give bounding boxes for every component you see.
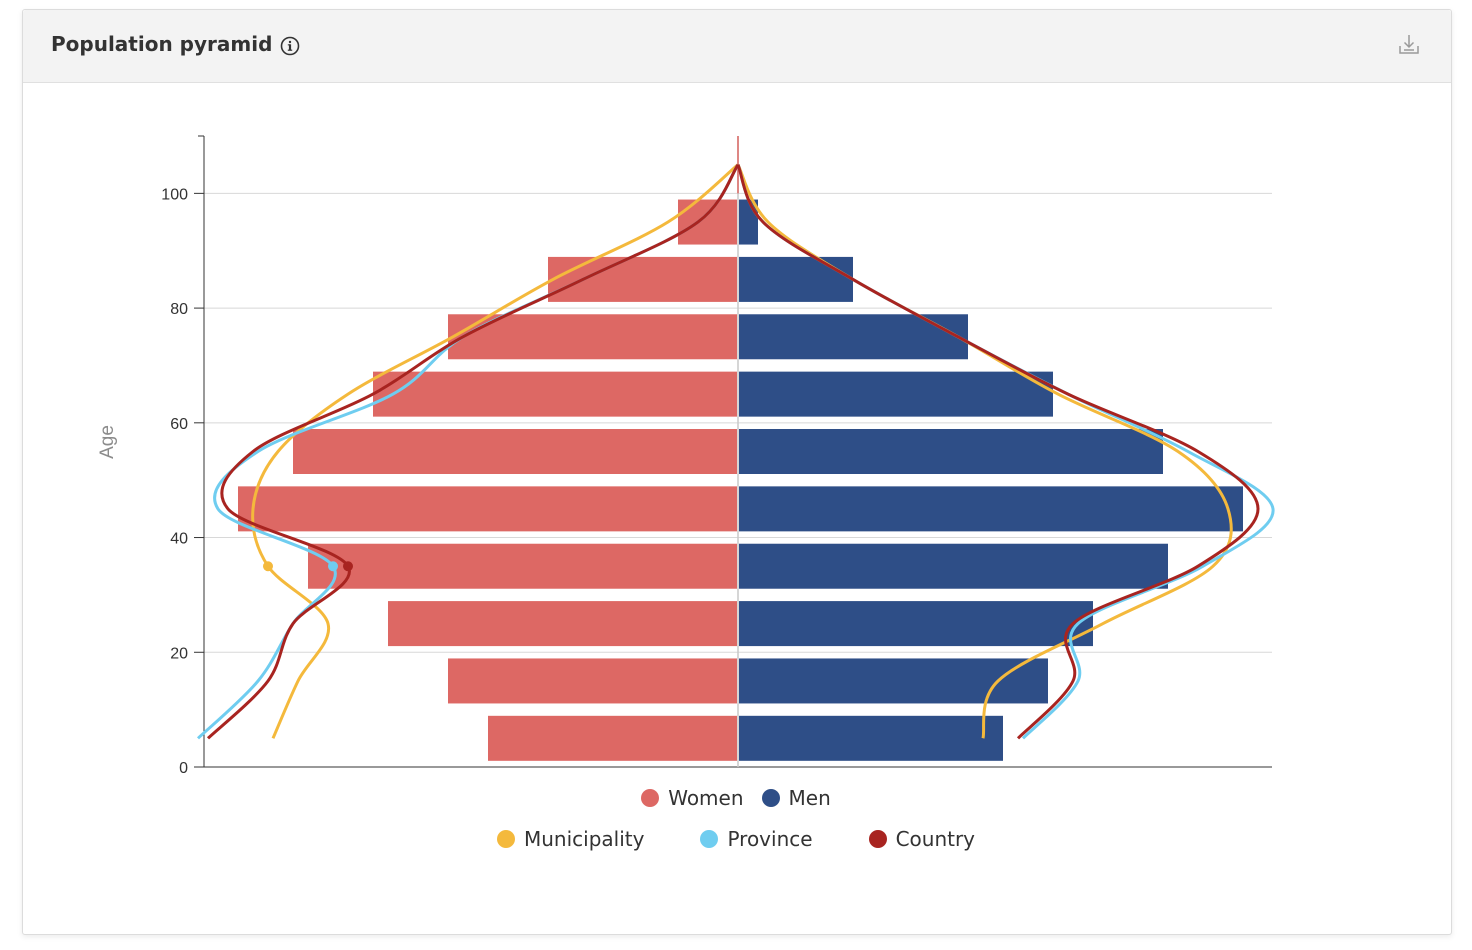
legend-item-municipality[interactable]: Municipality xyxy=(496,827,645,851)
legend-label-municipality: Municipality xyxy=(523,827,645,851)
women-dot xyxy=(641,789,660,807)
legend-item-province[interactable]: Province xyxy=(700,827,813,851)
legend-item-women[interactable]: Women xyxy=(641,786,744,810)
info-circle-icon[interactable] xyxy=(280,36,300,56)
municipality-dot xyxy=(496,830,515,848)
legend-bars: Women Men xyxy=(0,786,1472,810)
legend-lines: Municipality Province Country xyxy=(0,827,1472,851)
men-dot xyxy=(761,789,780,807)
card-header: Population pyramid xyxy=(23,10,1451,83)
legend-label-men: Men xyxy=(788,786,831,810)
card-title: Population pyramid xyxy=(51,32,273,56)
legend-item-country[interactable]: Country xyxy=(868,827,976,851)
legend-label-province: Province xyxy=(727,827,813,851)
province-dot xyxy=(700,830,719,848)
legend-item-men[interactable]: Men xyxy=(761,786,831,810)
legend-label-women: Women xyxy=(668,786,744,810)
country-dot xyxy=(868,830,887,848)
legend-label-country: Country xyxy=(895,827,976,851)
download-icon[interactable] xyxy=(1397,32,1421,56)
